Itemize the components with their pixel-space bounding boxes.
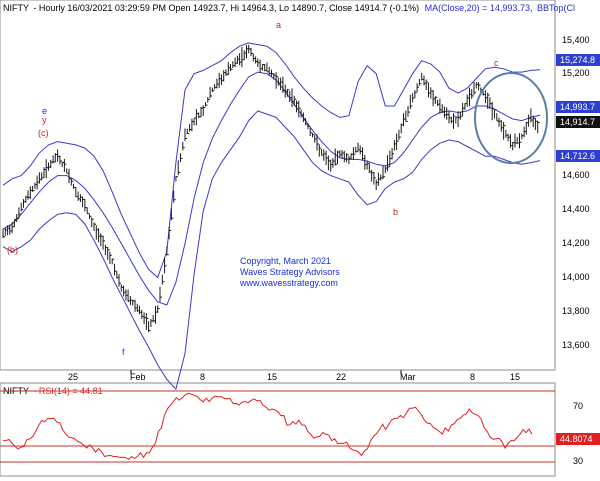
wave-label-y: y (42, 115, 47, 125)
price-tick: 13,800 (562, 306, 590, 316)
price-tick: 15,400 (562, 35, 590, 45)
price-tick: 14,000 (562, 272, 590, 282)
x-tick: 8 (470, 372, 475, 382)
x-tick: 25 (68, 372, 78, 382)
moving-average-path (2, 71, 541, 306)
rsi-tick: 30 (573, 456, 583, 466)
header-ma-label: MA(Close,20) = 14,993.73, (425, 3, 533, 13)
moving-average-line (2, 71, 541, 306)
x-tick: Mar (400, 372, 416, 382)
badge-bb-top (556, 54, 600, 66)
badge-close-text: 14,914.7 (560, 117, 595, 127)
x-tick: 8 (200, 372, 205, 382)
badge-bb-bottom (556, 150, 600, 162)
rsi-path (2, 392, 533, 460)
header-symbol: NIFTY (3, 3, 29, 13)
x-tick: 15 (267, 372, 277, 382)
price-tick: 13,600 (562, 340, 590, 350)
bollinger-lower-band (2, 110, 541, 391)
header-bb-label: BBTop(Cl (537, 3, 575, 13)
wave-label-c: c (494, 58, 499, 68)
price-axis: 15,400 15,200 14,600 14,400 14,200 14,00… (562, 35, 590, 350)
wave-label-e: e (42, 106, 47, 116)
badge-ma-text: 14,993.7 (560, 102, 595, 112)
badge-ma (556, 101, 600, 113)
price-bars (2, 44, 540, 333)
badge-bb-top-text: 15,274.8 (560, 55, 595, 65)
wave-label-b: b (393, 207, 398, 217)
rsi-panel (0, 382, 556, 477)
price-tick: 15,200 (562, 68, 590, 78)
highlight-circle (474, 72, 548, 164)
rsi-line (2, 392, 533, 460)
header-quote: - Hourly 16/03/2021 03:29:59 PM Open 149… (33, 3, 419, 13)
bollinger-upper-line (2, 42, 541, 279)
copyright-line-1: Copyright, March 2021 (240, 256, 331, 266)
badge-rsi (556, 433, 600, 445)
price-tick: 14,400 (562, 204, 590, 214)
chart-header: NIFTY - Hourly 16/03/2021 03:29:59 PM Op… (3, 3, 575, 13)
rsi-tick: 70 (573, 401, 583, 411)
badge-close (556, 116, 600, 128)
x-tick: 22 (336, 372, 346, 382)
copyright-block: Copyright, March 2021 Waves Strategy Adv… (239, 256, 340, 288)
bollinger-upper-band (2, 42, 541, 279)
wave-label-f: f (122, 347, 125, 357)
wave-label-b-paren: (b) (7, 245, 18, 255)
badge-rsi-text: 44.8074 (560, 434, 593, 444)
badge-bb-bottom-text: 14,712.6 (560, 151, 595, 161)
bollinger-lower-line (2, 110, 541, 391)
x-tick: 15 (510, 372, 520, 382)
price-tick: 14,200 (562, 238, 590, 248)
x-axis: 25 Feb 8 15 22 Mar 8 15 (68, 370, 520, 382)
rsi-axis: 70 30 (573, 401, 583, 466)
copyright-line-2: Waves Strategy Advisors (240, 267, 340, 277)
price-tick: 14,600 (562, 170, 590, 180)
wave-label-a: a (276, 20, 281, 30)
price-panel (0, 0, 556, 371)
price-badges: 15,274.8 14,993.7 14,914.7 14,712.6 (556, 54, 600, 162)
x-tick: Feb (130, 372, 146, 382)
copyright-line-3: www.wavesstrategy.com (239, 278, 338, 288)
wave-label-c-paren: (c) (38, 128, 49, 138)
